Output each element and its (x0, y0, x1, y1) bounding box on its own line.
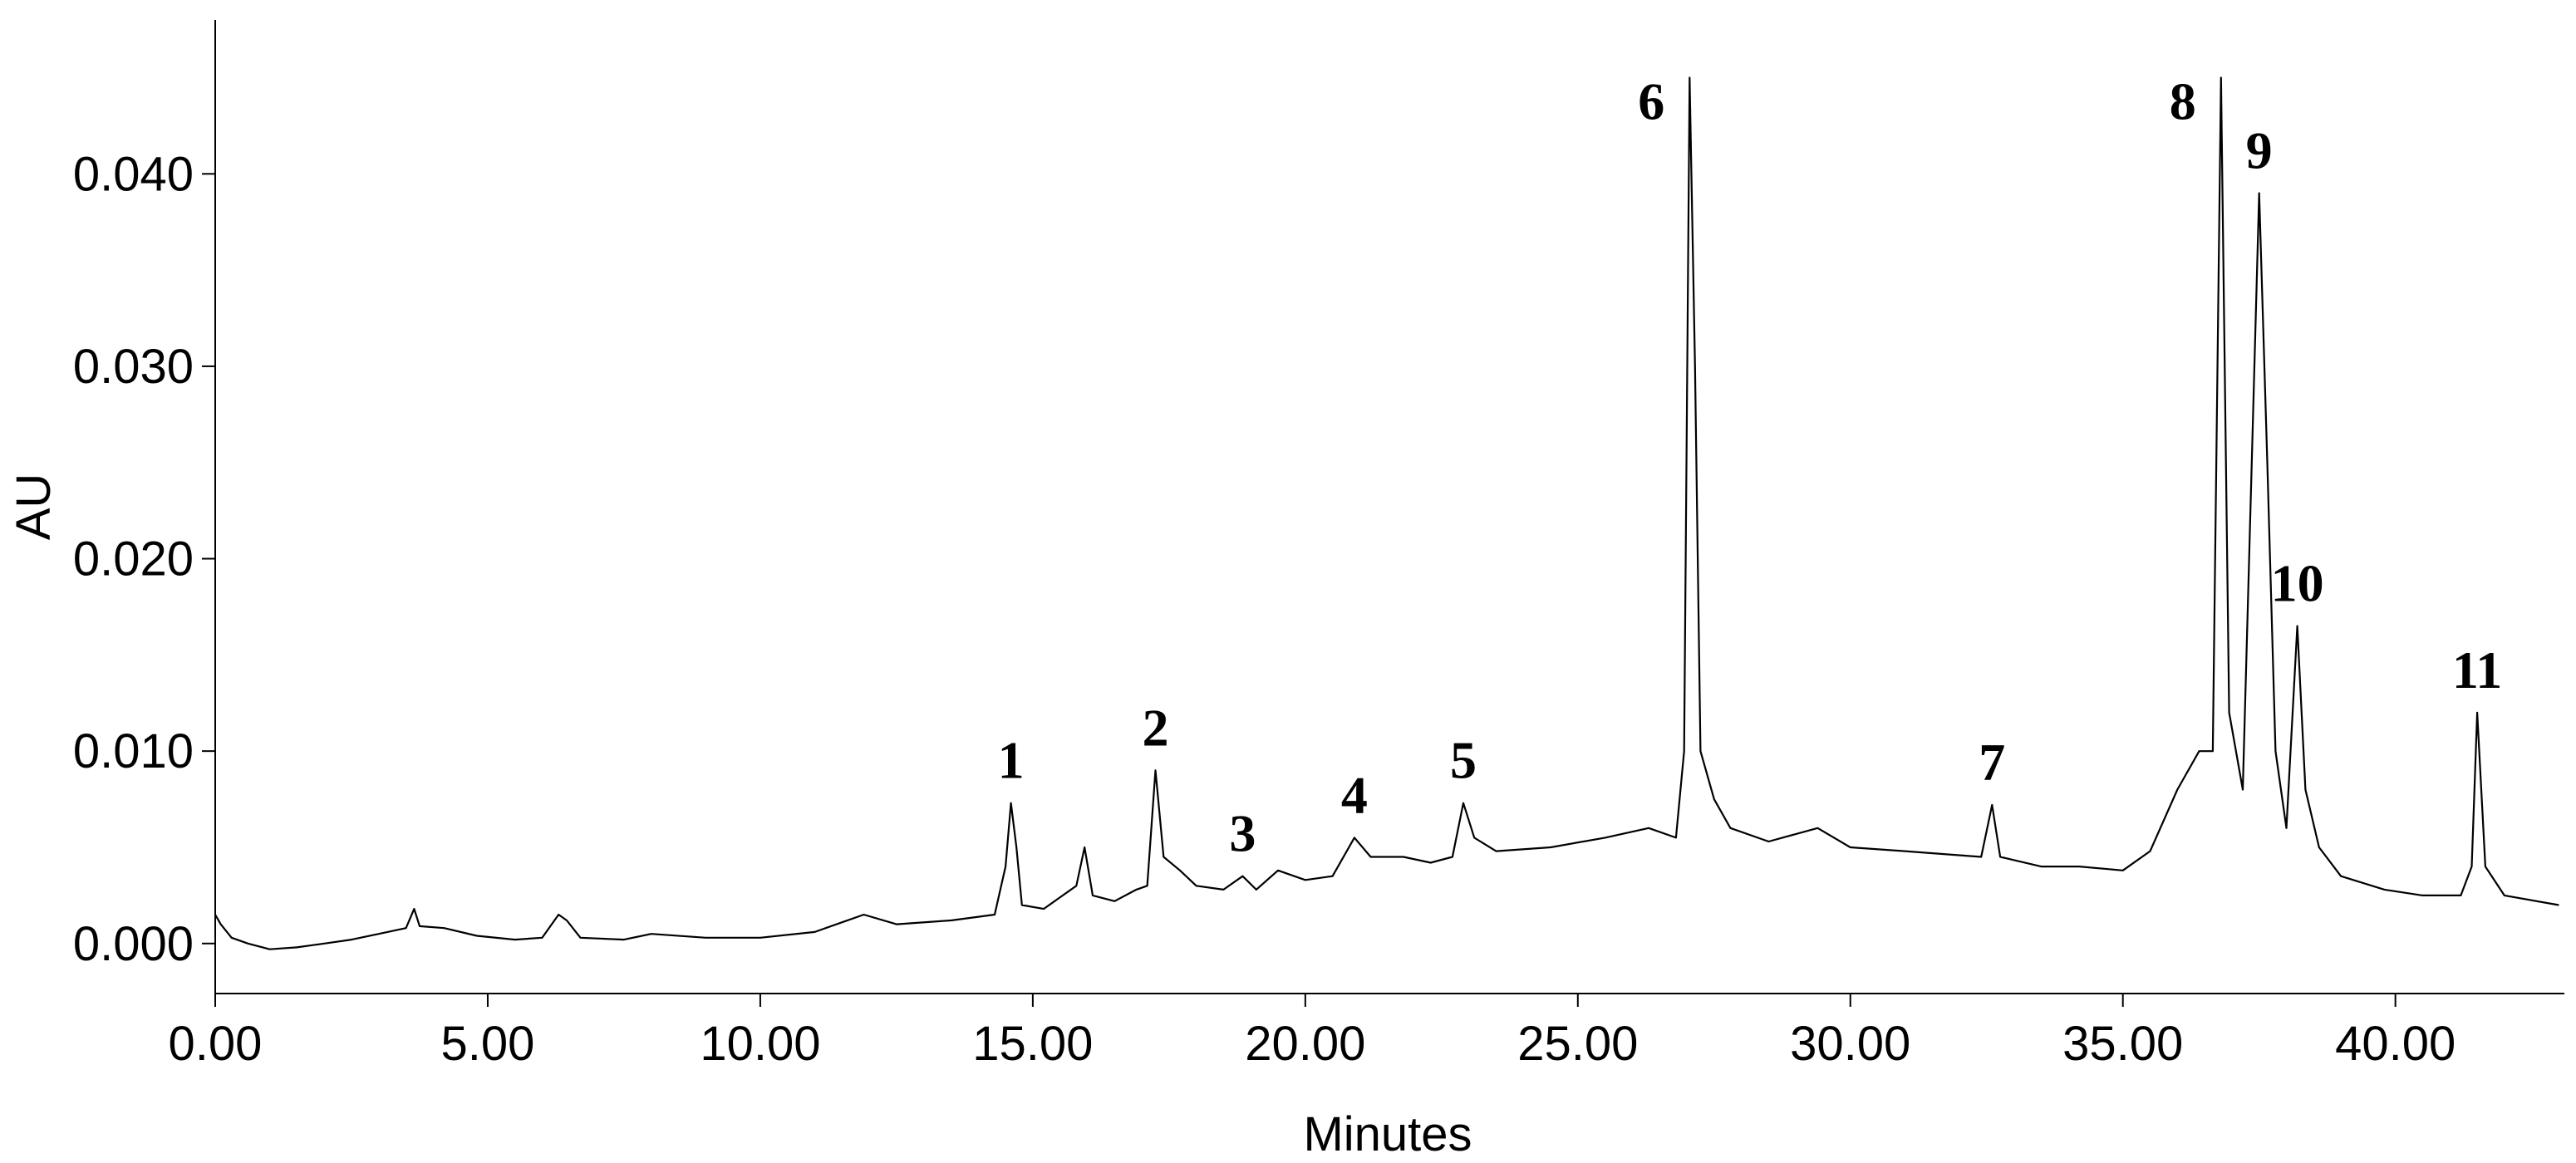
peak-label: 11 (2452, 640, 2502, 699)
y-tick-label: 0.000 (73, 917, 194, 971)
peak-label: 10 (2271, 554, 2324, 613)
peak-label: 4 (1341, 765, 1368, 824)
peak-label: 3 (1229, 804, 1256, 863)
x-axis-label: Minutes (1303, 1107, 1472, 1161)
y-tick-label: 0.020 (73, 532, 194, 586)
x-tick-label: 15.00 (972, 1017, 1093, 1071)
x-tick-label: 10.00 (700, 1017, 820, 1071)
y-tick-label: 0.030 (73, 340, 194, 394)
x-tick-label: 35.00 (2062, 1017, 2183, 1071)
y-axis-label: AU (7, 474, 61, 541)
peak-label: 5 (1450, 731, 1477, 790)
peak-label: 7 (1979, 733, 2005, 792)
x-tick-label: 5.00 (441, 1017, 535, 1071)
x-tick-label: 20.00 (1245, 1017, 1365, 1071)
peak-label: 9 (2246, 120, 2273, 179)
x-tick-label: 0.00 (169, 1017, 263, 1071)
peak-label: 6 (1638, 71, 1664, 130)
x-tick-label: 25.00 (1517, 1017, 1638, 1071)
trace (214, 76, 2559, 950)
x-tick-label: 40.00 (2335, 1017, 2456, 1071)
y-tick-label: 0.040 (73, 147, 194, 201)
peak-label: 1 (998, 731, 1025, 790)
peak-label: 8 (2170, 71, 2196, 130)
y-tick-label: 0.010 (73, 724, 194, 778)
peak-label: 2 (1142, 698, 1168, 757)
x-tick-label: 30.00 (1790, 1017, 1910, 1071)
